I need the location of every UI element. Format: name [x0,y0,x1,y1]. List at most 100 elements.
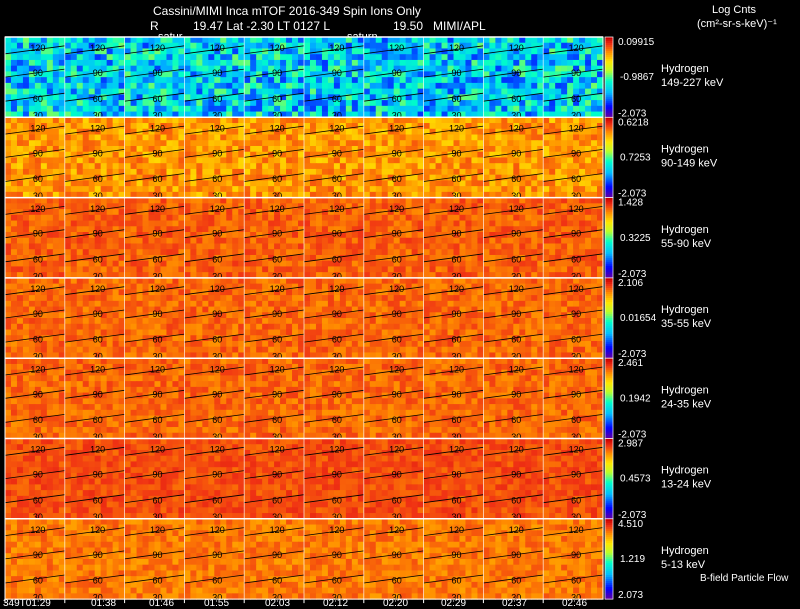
heatmap-cell [46,163,54,170]
heatmap-cell [471,295,479,302]
heatmap-cell [549,260,556,268]
heatmap-cell [214,88,221,95]
heatmap-cell [411,157,419,164]
heatmap-cell [321,209,329,216]
heatmap-cell [567,209,574,216]
heatmap-cell [226,249,233,256]
heatmap-cell [304,100,311,107]
heatmap-cell [118,140,126,147]
heatmap-cell [333,111,341,118]
heatmap-cell [238,128,245,136]
heatmap-cell [345,94,353,101]
heatmap-cell [28,157,36,164]
heatmap-cell [64,59,72,67]
heatmap-cell [561,123,568,130]
heatmap-cell [256,249,263,256]
heatmap-cell [513,254,520,262]
heatmap-cell [28,272,36,279]
heatmap-cell [28,117,36,124]
heatmap-cell [399,48,407,55]
heatmap-cell [381,220,389,227]
heatmap-cell [309,37,317,44]
heatmap-cell [471,65,479,73]
heatmap-cell [501,157,508,164]
heatmap-cell [363,260,371,268]
heatmap-cell [393,157,401,164]
heatmap-cell [196,77,203,84]
heatmap-cell [82,272,90,279]
heatmap-cell [333,249,341,256]
heatmap-cell [292,180,299,187]
heatmap-cell [202,77,209,84]
heatmap-cell [58,48,66,55]
heatmap-cell [405,232,413,239]
heatmap-cell [202,88,209,95]
heatmap-cell [214,42,221,50]
heatmap-cell [465,180,473,187]
heatmap-cell [525,214,532,222]
heatmap-cell [34,249,42,256]
pitch-angle-label: 30 [571,111,581,121]
heatmap-cell [411,111,419,118]
colorbar-segment [605,47,613,50]
heatmap-cell [537,163,544,170]
pitch-angle-label: 30 [272,111,282,121]
heatmap-cell [46,232,54,239]
heatmap-cell [513,214,520,222]
heatmap-cell [124,163,132,170]
heatmap-cell [573,145,580,153]
heatmap-cell [531,203,538,210]
heatmap-cell [315,272,323,279]
heatmap-cell [555,254,562,262]
heatmap-cell [525,266,532,273]
heatmap-cell [304,232,311,239]
heatmap-cell [531,197,538,204]
heatmap-cell [178,180,185,187]
heatmap-cell [489,71,496,78]
heatmap-cell [70,77,78,84]
pitch-angle-label: 120 [30,43,45,53]
heatmap-cell [519,128,526,136]
heatmap-cell [357,243,365,250]
pitch-angle-label: 60 [332,174,342,184]
colorbar-segment [605,65,613,68]
heatmap-cell [232,168,239,176]
heatmap-cell [5,157,12,164]
heatmap-cell [280,94,287,101]
heatmap-cell [46,283,54,290]
heatmap-cell [166,77,174,84]
heatmap-cell [100,123,108,130]
heatmap-cell [513,117,520,124]
heatmap-cell [387,123,395,130]
heatmap-cell [256,117,263,124]
heatmap-cell [112,295,120,302]
heatmap-cell [399,180,407,187]
heatmap-cell [495,71,502,78]
heatmap-cell [309,117,317,124]
heatmap-cell [136,82,144,90]
heatmap-cell [214,220,221,227]
heatmap-cell [76,145,84,153]
heatmap-cell [184,145,191,153]
colorbar-segment [605,43,613,46]
heatmap-cell [381,42,389,50]
heatmap-cell [292,249,299,256]
heatmap-cell [435,163,443,170]
pitch-angle-label: 120 [30,124,45,134]
heatmap-cell [64,237,72,245]
heatmap-cell [250,283,257,290]
heatmap-cell [118,59,126,67]
heatmap-cell [417,65,425,73]
heatmap-cell [423,220,431,227]
heatmap-cell [208,232,215,239]
heatmap-cell [327,203,335,210]
heatmap-cell [256,100,263,107]
heatmap-cell [429,209,437,216]
pitch-angle-label: 30 [511,271,521,281]
heatmap-cell [327,111,335,118]
heatmap-cell [64,220,72,227]
heatmap-cell [567,249,574,256]
heatmap-cell [46,203,54,210]
heatmap-cell [495,237,502,245]
colorbar-segment [605,127,613,130]
